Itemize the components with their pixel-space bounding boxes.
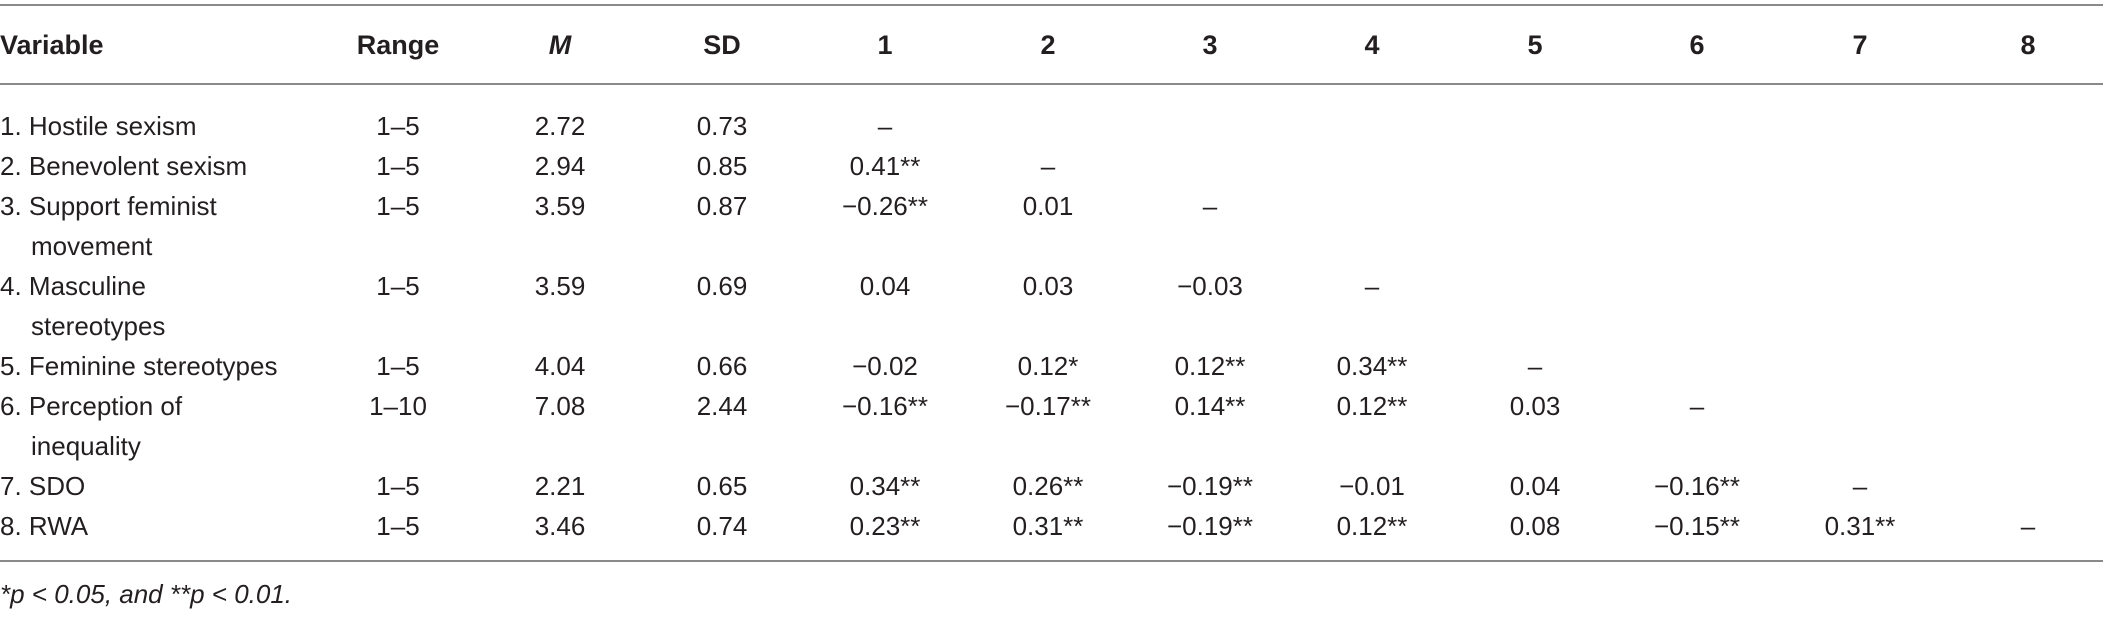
- row-variable-label: 6. Perception of inequality: [0, 386, 300, 466]
- variable-name: 8. RWA: [0, 511, 89, 541]
- variable-name: 7. SDO: [0, 471, 86, 501]
- variable-name: 5. Feminine stereotypes: [0, 351, 278, 381]
- correlation-cell: −0.01: [1339, 471, 1405, 501]
- mean-cell: 3.46: [534, 511, 586, 541]
- range-cell: 1–5: [376, 511, 420, 541]
- correlation-cell: 0.12*: [1017, 351, 1079, 381]
- correlation-cell: −0.15**: [1653, 511, 1741, 541]
- correlation-cell: 0.34**: [849, 471, 921, 501]
- mean-cell: 7.08: [534, 391, 586, 421]
- sd-cell: 0.65: [696, 471, 748, 501]
- correlation-cell: 0.04: [1509, 471, 1561, 501]
- variable-name-continued: stereotypes: [31, 311, 166, 341]
- sd-cell: 0.87: [696, 191, 748, 221]
- variable-name-continued: movement: [31, 231, 153, 261]
- mean-cell: 2.94: [534, 151, 586, 181]
- correlation-cell: 0.12**: [1336, 391, 1408, 421]
- top-rule: [0, 4, 2103, 6]
- correlation-cell: –: [1689, 391, 1705, 421]
- correlation-cell: 0.12**: [1336, 511, 1408, 541]
- correlation-cell: 0.31**: [1012, 511, 1084, 541]
- header-col-5: 5: [1527, 30, 1543, 60]
- row-variable-label: 1. Hostile sexism: [0, 106, 300, 146]
- header-range: Range: [356, 30, 440, 60]
- correlation-cell: 0.12**: [1174, 351, 1246, 381]
- range-cell: 1–5: [376, 271, 420, 301]
- header-col-6: 6: [1689, 30, 1705, 60]
- correlation-cell: −0.19**: [1166, 471, 1254, 501]
- correlation-cell: –: [1364, 271, 1380, 301]
- correlation-cell: 0.01: [1022, 191, 1074, 221]
- range-cell: 1–10: [369, 391, 427, 421]
- correlation-cell: –: [1040, 151, 1056, 181]
- correlation-cell: −0.02: [852, 351, 918, 381]
- correlation-cell: 0.26**: [1012, 471, 1084, 501]
- row-variable-label: 7. SDO: [0, 466, 300, 506]
- header-variable: Variable: [0, 30, 104, 60]
- range-cell: 1–5: [376, 191, 420, 221]
- sd-cell: 0.74: [696, 511, 748, 541]
- row-variable-label: 3. Support feminist movement: [0, 186, 300, 266]
- variable-name-continued: inequality: [31, 431, 141, 461]
- header-col-1: 1: [877, 30, 893, 60]
- mean-cell: 3.59: [534, 271, 586, 301]
- correlation-cell: 0.34**: [1336, 351, 1408, 381]
- header-col-8: 8: [2020, 30, 2036, 60]
- row-variable-label: 4. Masculine stereotypes: [0, 266, 300, 346]
- sd-cell: 0.69: [696, 271, 748, 301]
- range-cell: 1–5: [376, 111, 420, 141]
- correlation-cell: −0.16**: [1653, 471, 1741, 501]
- header-col-7: 7: [1852, 30, 1868, 60]
- variable-name: 2. Benevolent sexism: [0, 151, 248, 181]
- correlation-cell: −0.16**: [841, 391, 929, 421]
- correlation-cell: 0.03: [1022, 271, 1074, 301]
- mean-cell: 4.04: [534, 351, 586, 381]
- correlation-cell: −0.26**: [841, 191, 929, 221]
- correlation-cell: 0.04: [859, 271, 911, 301]
- range-cell: 1–5: [376, 471, 420, 501]
- correlation-cell: −0.19**: [1166, 511, 1254, 541]
- correlation-cell: –: [1527, 351, 1543, 381]
- correlation-cell: –: [1852, 471, 1868, 501]
- correlation-cell: –: [2020, 511, 2036, 541]
- header-col-3: 3: [1202, 30, 1218, 60]
- correlation-cell: 0.14**: [1174, 391, 1246, 421]
- correlation-cell: −0.17**: [1004, 391, 1092, 421]
- sd-cell: 0.73: [696, 111, 748, 141]
- correlation-cell: −0.03: [1177, 271, 1243, 301]
- variable-name: 6. Perception of: [0, 391, 183, 421]
- sd-cell: 2.44: [696, 391, 748, 421]
- correlation-cell: 0.03: [1509, 391, 1561, 421]
- correlation-cell: –: [877, 111, 893, 141]
- header-sd: SD: [703, 30, 741, 60]
- row-variable-label: 8. RWA: [0, 506, 300, 546]
- mean-cell: 3.59: [534, 191, 586, 221]
- range-cell: 1–5: [376, 151, 420, 181]
- header-mean: M: [548, 30, 572, 60]
- mean-cell: 2.72: [534, 111, 586, 141]
- correlation-cell: 0.31**: [1824, 511, 1896, 541]
- header-col-4: 4: [1364, 30, 1380, 60]
- header-col-2: 2: [1040, 30, 1056, 60]
- variable-name: 3. Support feminist: [0, 191, 217, 221]
- bottom-rule: [0, 560, 2103, 562]
- table-footnote: *p < 0.05, and **p < 0.01.: [0, 579, 293, 609]
- variable-name: 4. Masculine: [0, 271, 146, 301]
- header-rule: [0, 83, 2103, 85]
- mean-cell: 2.21: [534, 471, 586, 501]
- correlation-cell: 0.41**: [849, 151, 921, 181]
- row-variable-label: 2. Benevolent sexism: [0, 146, 300, 186]
- sd-cell: 0.66: [696, 351, 748, 381]
- range-cell: 1–5: [376, 351, 420, 381]
- sd-cell: 0.85: [696, 151, 748, 181]
- correlation-cell: 0.08: [1509, 511, 1561, 541]
- correlation-cell: –: [1202, 191, 1218, 221]
- row-variable-label: 5. Feminine stereotypes: [0, 346, 300, 386]
- variable-name: 1. Hostile sexism: [0, 111, 197, 141]
- correlation-cell: 0.23**: [849, 511, 921, 541]
